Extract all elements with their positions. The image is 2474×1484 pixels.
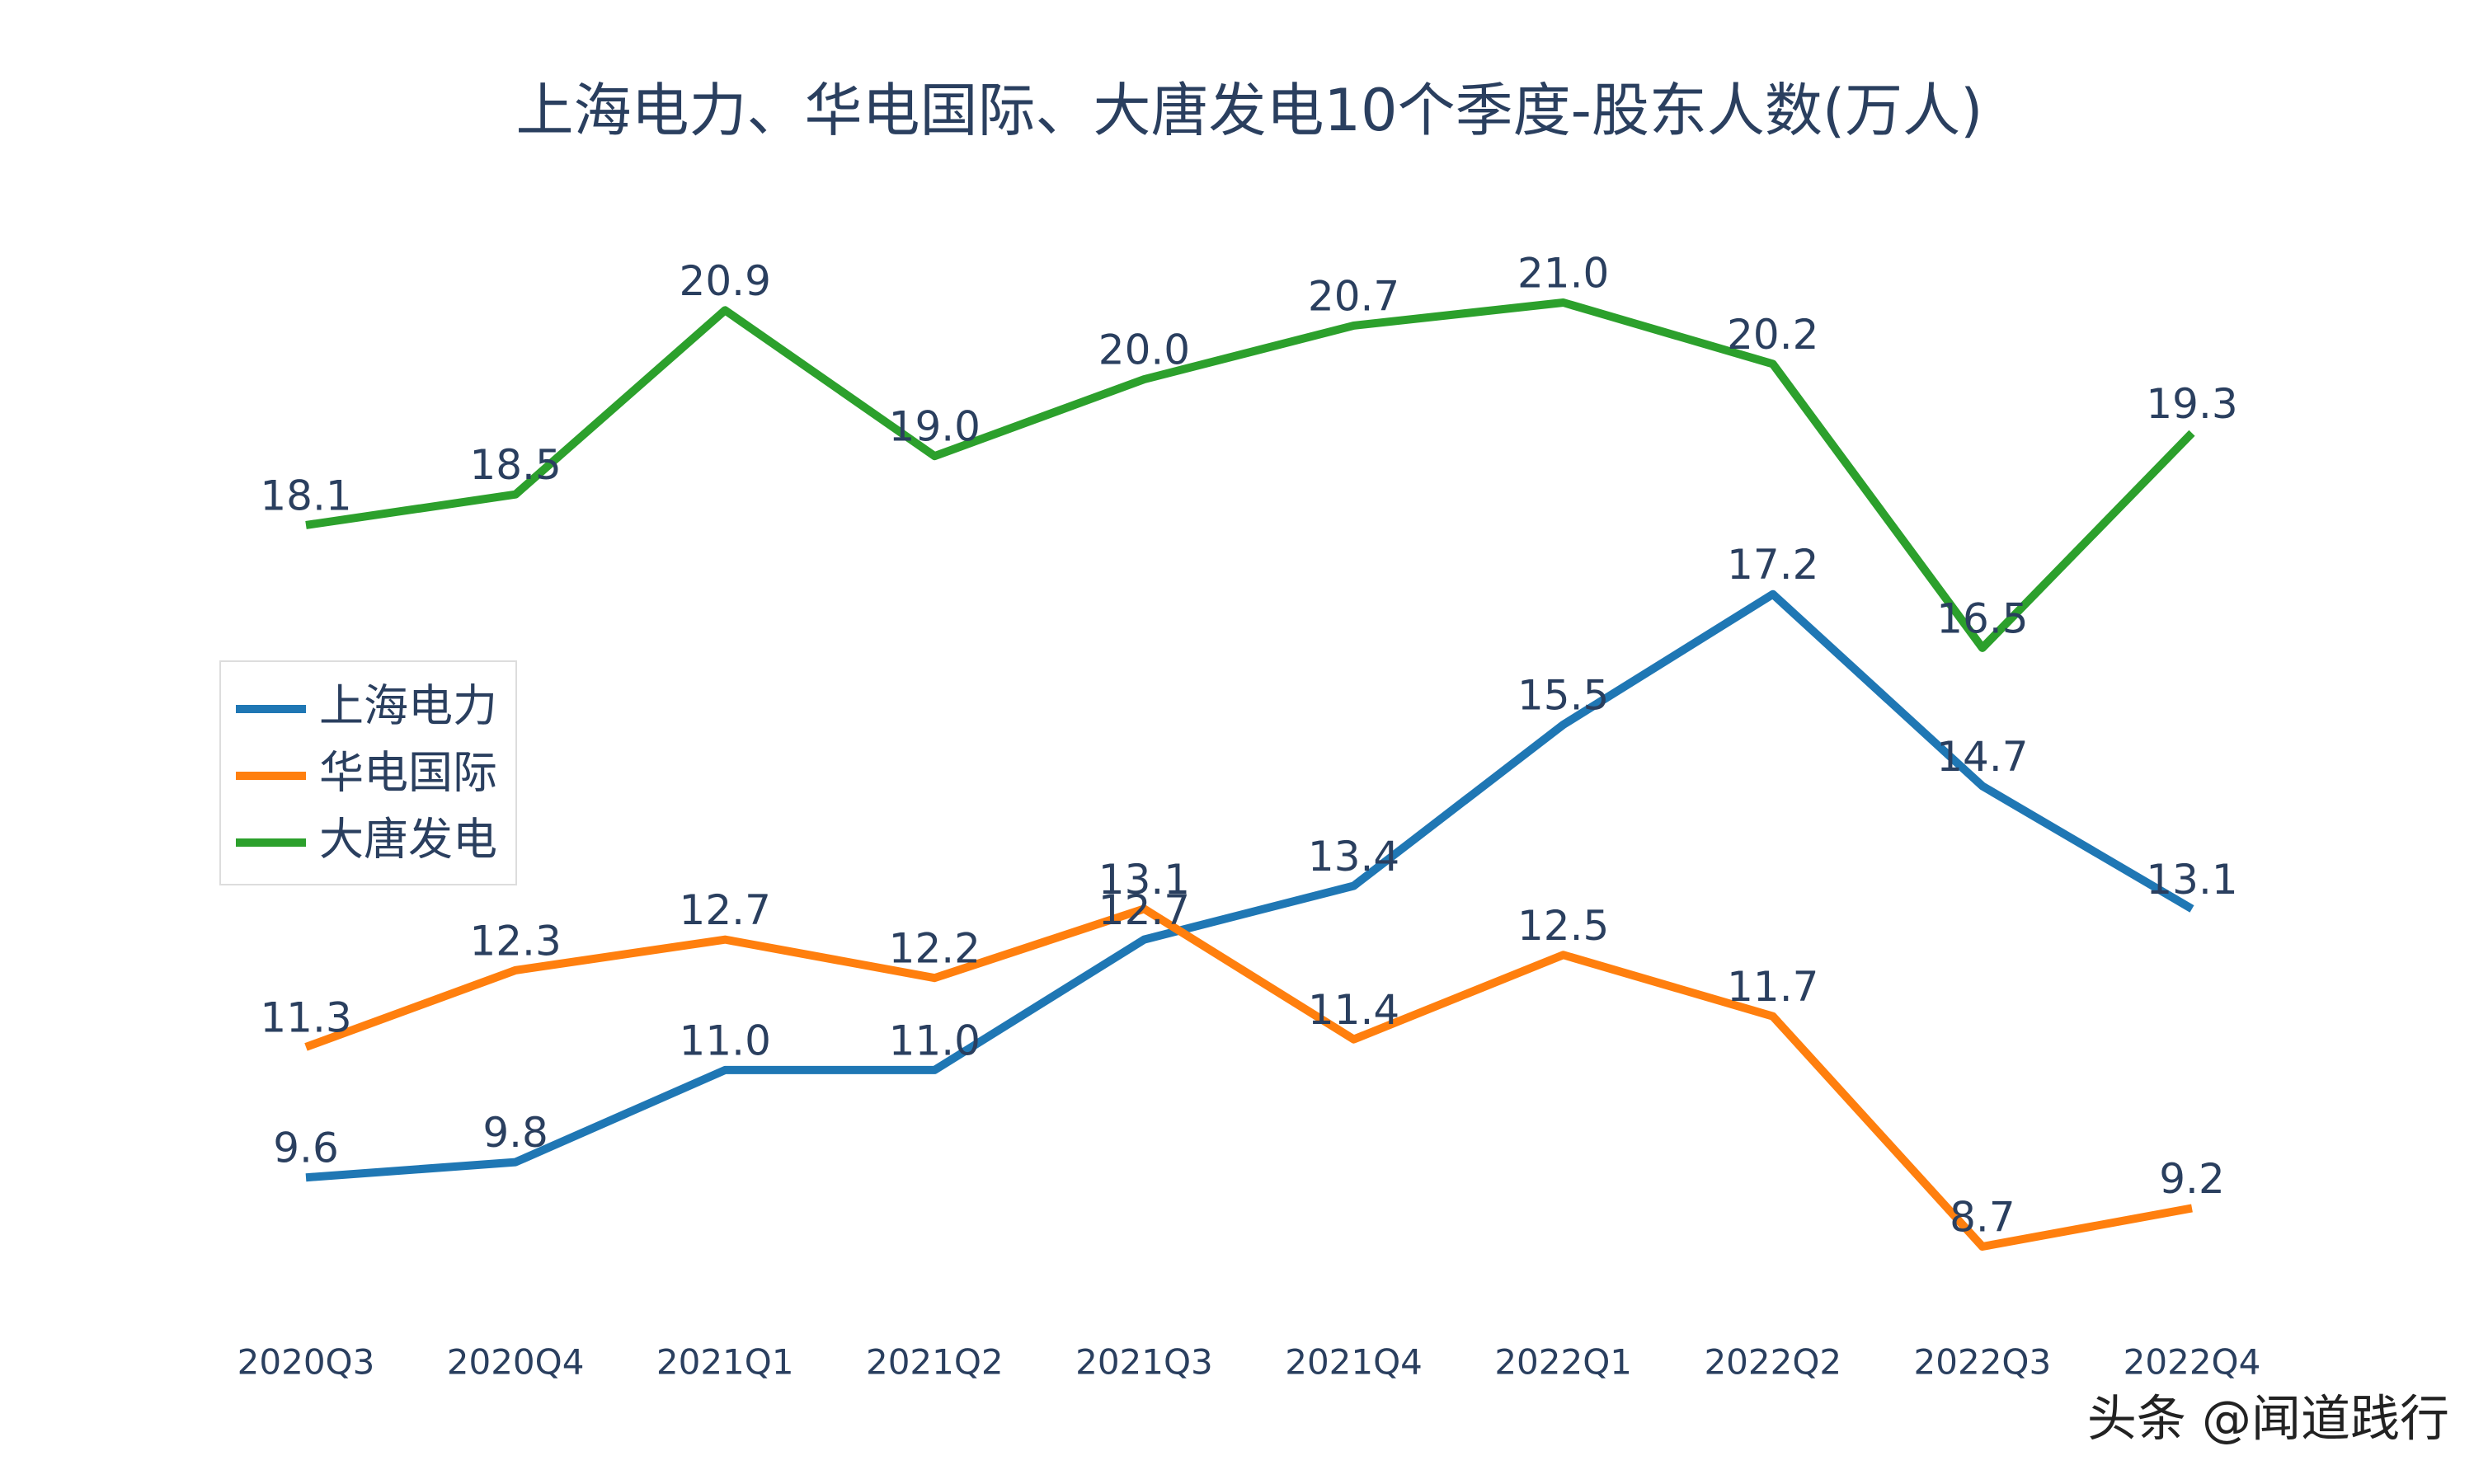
data-label: 13.1 <box>2146 856 2237 904</box>
data-label: 12.3 <box>469 917 561 965</box>
line <box>304 904 2193 1251</box>
x-tick-label: 2022Q1 <box>1494 1342 1632 1383</box>
data-label: 8.7 <box>1950 1194 2015 1242</box>
data-label: 11.3 <box>260 993 351 1041</box>
x-tick-label: 2022Q3 <box>1914 1342 2052 1383</box>
data-label: 20.0 <box>1098 326 1190 374</box>
watermark: 头条 @闻道践行 <box>2087 1391 2449 1449</box>
x-tick-label: 2021Q4 <box>1285 1342 1423 1383</box>
x-tick-label: 2020Q3 <box>238 1342 375 1383</box>
x-tick-label: 2021Q2 <box>866 1342 1004 1383</box>
data-label: 12.7 <box>680 886 771 934</box>
data-label: 19.0 <box>889 403 981 451</box>
x-tick-label: 2022Q4 <box>2124 1342 2261 1383</box>
data-label: 15.5 <box>1517 671 1609 719</box>
legend-label: 上海电力 <box>319 680 497 732</box>
data-label: 21.0 <box>1517 250 1609 298</box>
data-label: 13.1 <box>1098 856 1190 904</box>
data-label: 12.2 <box>889 925 981 973</box>
data-label: 13.4 <box>1308 833 1399 881</box>
legend-label: 华电国际 <box>319 747 497 799</box>
line <box>305 589 2194 1182</box>
x-tick-label: 2021Q3 <box>1075 1342 1213 1383</box>
data-label: 14.7 <box>1936 733 2028 781</box>
legend-label: 大唐发电 <box>319 814 497 866</box>
line <box>305 298 2195 652</box>
data-label: 9.6 <box>273 1125 339 1172</box>
x-tick-label: 2021Q1 <box>656 1342 794 1383</box>
data-label: 12.7 <box>1098 886 1190 934</box>
data-label: 20.2 <box>1727 311 1818 359</box>
data-label: 19.3 <box>2146 380 2237 428</box>
chart-title: 上海电力、华电国际、大唐发电10个季度-股东人数(万人) <box>516 77 1983 144</box>
data-label: 18.5 <box>469 441 561 489</box>
data-label: 11.0 <box>889 1017 981 1064</box>
data-label: 18.1 <box>260 472 351 519</box>
data-label: 12.5 <box>1517 902 1609 950</box>
data-label: 11.4 <box>1308 986 1399 1034</box>
x-tick-label: 2020Q4 <box>447 1342 585 1383</box>
data-label: 20.9 <box>680 257 771 305</box>
data-label: 20.7 <box>1308 272 1399 320</box>
data-label: 11.0 <box>680 1017 771 1064</box>
data-label: 9.8 <box>482 1109 548 1157</box>
data-label: 9.2 <box>2159 1155 2225 1203</box>
data-label: 11.7 <box>1727 963 1818 1011</box>
data-label: 17.2 <box>1727 541 1818 589</box>
x-tick-label: 2022Q2 <box>1704 1342 1841 1383</box>
data-label: 16.5 <box>1936 594 2028 642</box>
